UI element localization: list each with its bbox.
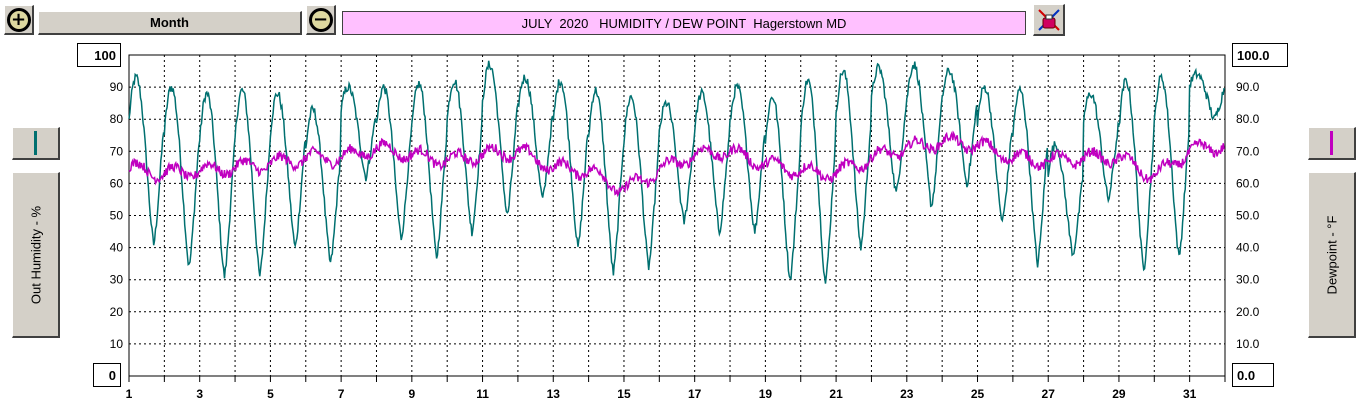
x-tick-label: 31 [1183,387,1197,401]
x-tick-label: 7 [338,387,345,401]
x-tick-label: 23 [900,387,914,401]
left-y-tick-label: 90 [110,80,124,94]
x-tick-label: 19 [759,387,773,401]
left-axis-max-value: 100 [94,47,116,63]
x-tick-label: 21 [829,387,843,401]
left-y-tick-label: 80 [110,112,124,126]
right-y-tick-label: 80.0 [1236,112,1260,126]
left-y-tick-label: 40 [110,241,124,255]
x-tick-label: 13 [547,387,561,401]
left-y-tick-label: 70 [110,144,124,158]
right-y-tick-label: 10.0 [1236,337,1260,351]
left-axis-min-value: 0 [108,367,116,383]
right-y-tick-label: 90.0 [1236,80,1260,94]
right-y-tick-label: 70.0 [1236,144,1260,158]
right-y-tick-label: 20.0 [1236,305,1260,319]
left-y-tick-label: 10 [110,337,124,351]
left-axis-max-box[interactable]: 100 [77,43,121,67]
right-axis-max-value: 100.0 [1237,47,1270,63]
right-y-tick-label: 60.0 [1236,176,1260,190]
right-y-tick-label: 40.0 [1236,241,1260,255]
zoom-out-icon: − [308,7,333,32]
zoom-out-button[interactable]: − [306,5,336,35]
right-axis-min-box[interactable]: 0.0 [1232,363,1274,387]
left-axis-min-box[interactable]: 0 [93,363,121,387]
right-axis-max-box[interactable]: 100.0 [1232,43,1288,67]
humidity-line-icon [34,131,37,155]
dewpoint-line-icon [1330,131,1333,155]
x-tick-label: 29 [1112,387,1126,401]
left-y-tick-label: 20 [110,305,124,319]
humidity-series-line [128,60,1225,284]
x-tick-label: 17 [688,387,702,401]
x-tick-label: 27 [1042,387,1056,401]
zoom-in-icon: + [6,7,31,32]
left-axis-label-button[interactable]: Out Humidity - % [12,172,60,338]
right-axis-min-value: 0.0 [1237,367,1256,383]
print-button[interactable] [1033,4,1065,36]
right-y-tick-label: 50.0 [1236,209,1260,223]
period-selector-button[interactable]: Month [38,11,302,35]
x-tick-label: 25 [971,387,985,401]
left-y-tick-label: 50 [110,209,124,223]
right-axis-label-button[interactable]: Dewpoint - °F [1308,172,1356,338]
humidity-legend-swatch[interactable] [12,127,60,160]
left-y-tick-label: 30 [110,273,124,287]
printer-icon [1037,8,1060,31]
x-tick-label: 11 [476,387,489,401]
x-tick-label: 1 [126,387,133,401]
dewpoint-legend-swatch[interactable] [1308,127,1356,160]
right-y-tick-label: 30.0 [1236,273,1260,287]
chart-title: JULY 2020 HUMIDITY / DEW POINT Hagerstow… [342,11,1026,35]
x-tick-label: 3 [196,387,203,401]
left-y-tick-label: 60 [110,176,124,190]
x-tick-label: 15 [617,387,631,401]
dewpoint-series-line [128,130,1225,198]
x-tick-label: 5 [267,387,274,401]
x-tick-label: 9 [408,387,415,401]
zoom-in-button[interactable]: + [4,5,34,35]
